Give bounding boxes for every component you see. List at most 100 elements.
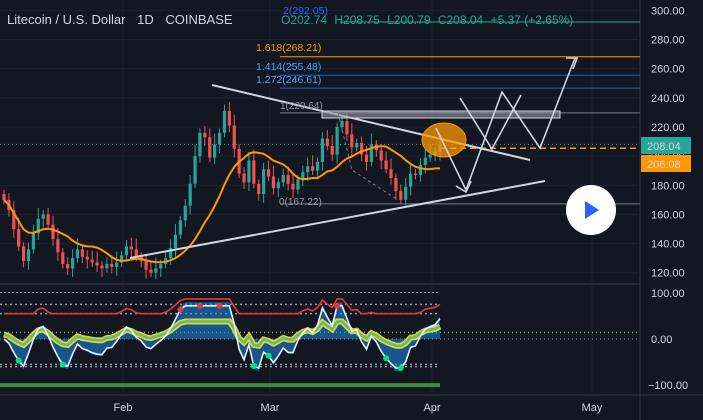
candle-body bbox=[340, 121, 344, 127]
candle-body bbox=[198, 132, 202, 157]
candle-body bbox=[311, 166, 315, 171]
drawings[interactable] bbox=[129, 57, 579, 259]
candle-body bbox=[66, 263, 70, 269]
projection-zigzag bbox=[435, 57, 576, 193]
ohlc-open: O202.74 bbox=[281, 13, 327, 27]
candle-body bbox=[217, 132, 222, 145]
candle-body bbox=[100, 265, 104, 269]
candle-body bbox=[95, 262, 99, 266]
time-ticks: Feb Mar Apr May bbox=[114, 402, 603, 414]
support-trendline bbox=[129, 180, 546, 259]
candle-body bbox=[2, 194, 6, 200]
candle-body bbox=[144, 261, 148, 270]
ohlc-low: L200.79 bbox=[387, 13, 431, 27]
candle-body bbox=[21, 246, 26, 262]
ma-price-badge bbox=[641, 155, 691, 172]
candle-body bbox=[247, 160, 251, 183]
candle-body bbox=[252, 160, 256, 184]
candle-body bbox=[276, 182, 280, 189]
osc-buy-dot bbox=[59, 361, 66, 368]
fib-label-2: 2(292.05) bbox=[283, 5, 328, 17]
last-price-label: 208.04 bbox=[647, 141, 681, 153]
candle-body bbox=[350, 134, 354, 148]
candle-body bbox=[124, 246, 129, 256]
replay-play-button[interactable] bbox=[566, 185, 616, 235]
play-icon bbox=[585, 201, 599, 219]
last-price-badge bbox=[641, 137, 691, 154]
candle-body bbox=[90, 259, 94, 263]
fib-label-1: 1(229.64) bbox=[280, 101, 323, 112]
candle-body bbox=[428, 154, 432, 158]
target-ellipse bbox=[421, 122, 467, 158]
candle-body bbox=[364, 154, 369, 162]
price-ticks: 300.00280.00260.00240.00220.00200.00180.… bbox=[648, 5, 688, 392]
resistance-trendline bbox=[211, 84, 531, 161]
candle-body bbox=[330, 145, 334, 155]
candle-body bbox=[115, 262, 119, 267]
candle-body bbox=[208, 137, 212, 158]
osc-buy-dot bbox=[383, 355, 390, 362]
candle-body bbox=[203, 132, 207, 138]
range-rectangle bbox=[321, 110, 561, 119]
candle-body bbox=[325, 138, 329, 146]
price-tick-label: 240.00 bbox=[651, 93, 685, 105]
candle-body bbox=[173, 234, 178, 248]
candle-body bbox=[31, 233, 35, 250]
fib-anchor-line bbox=[337, 112, 399, 201]
candle-body bbox=[315, 161, 320, 171]
symbol-interval: 1D bbox=[137, 12, 154, 27]
osc-buy-dot bbox=[397, 365, 404, 372]
candle-body bbox=[12, 210, 16, 229]
fib-label-1272: 1.272(246.61) bbox=[256, 74, 321, 86]
osc-buy-dot bbox=[15, 357, 22, 364]
ma-line bbox=[3, 145, 440, 264]
candle-body bbox=[36, 218, 40, 234]
candle-body bbox=[409, 173, 413, 187]
candle-body bbox=[257, 183, 261, 195]
price-tick-label: 280.00 bbox=[651, 35, 685, 47]
arrow-head-up bbox=[566, 57, 579, 70]
candle-body bbox=[296, 179, 300, 190]
candle-body bbox=[227, 110, 231, 126]
price-tick-label: 140.00 bbox=[651, 239, 685, 251]
osc-sell-dot bbox=[196, 302, 203, 309]
osc-red-line bbox=[4, 298, 441, 315]
moving-average bbox=[3, 145, 440, 264]
arrow-head-down bbox=[455, 180, 472, 194]
price-tick-label: 300.00 bbox=[651, 5, 685, 17]
candle-body bbox=[154, 268, 158, 273]
candle-body bbox=[178, 220, 182, 235]
osc-sell-dot bbox=[177, 306, 184, 313]
price-tick-label: 260.00 bbox=[651, 64, 685, 76]
candle-body bbox=[129, 246, 133, 250]
osc-tick-label: 0.00 bbox=[651, 334, 672, 346]
candle-body bbox=[222, 110, 227, 133]
candle-body bbox=[291, 183, 295, 190]
candle-body bbox=[232, 125, 236, 149]
fib-label-0: 0(167.22) bbox=[279, 197, 322, 208]
candle-body bbox=[335, 126, 339, 155]
candle-body bbox=[46, 214, 50, 225]
candle-body bbox=[266, 169, 271, 177]
time-tick-label: Mar bbox=[261, 402, 280, 414]
candle-body bbox=[404, 186, 408, 200]
candle-body bbox=[301, 172, 305, 180]
candle-body bbox=[26, 249, 31, 262]
ma-price-label: 206.08 bbox=[647, 159, 681, 171]
price-tick-label: 160.00 bbox=[651, 209, 685, 221]
osc-sell-dot bbox=[216, 302, 223, 309]
price-axis bbox=[640, 0, 703, 420]
price-tick-label: 120.00 bbox=[651, 268, 685, 280]
candle-body bbox=[281, 175, 285, 183]
symbol-title[interactable]: Litecoin / U.S. Dollar 1D COINBASE bbox=[7, 12, 233, 27]
price-tick-label: 180.00 bbox=[651, 180, 685, 192]
osc-tick-label: 100.00 bbox=[651, 288, 685, 300]
candle-body bbox=[70, 258, 75, 269]
osc-green-band bbox=[3, 320, 441, 348]
projection-zigzag-alt bbox=[459, 94, 522, 151]
candle-body bbox=[262, 169, 266, 195]
symbol-name: Litecoin / U.S. Dollar bbox=[7, 12, 126, 27]
candle-body bbox=[193, 156, 197, 184]
symbol-exchange: COINBASE bbox=[165, 12, 233, 27]
